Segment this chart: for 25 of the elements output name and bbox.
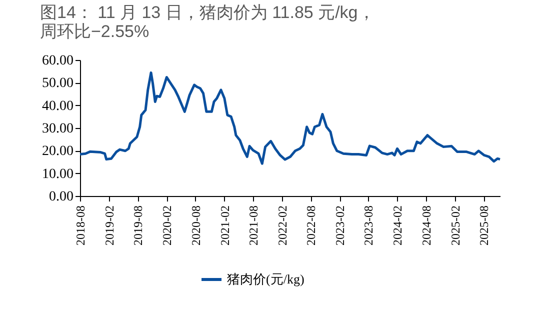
x-tick-label: 2024-02 <box>390 206 405 246</box>
x-tick-label: 2023-08 <box>362 206 376 246</box>
x-tick-label: 2020-08 <box>188 206 203 246</box>
x-tick-label: 2019-02 <box>102 206 117 246</box>
y-tick-label: 0.00 <box>49 190 74 204</box>
x-tick-label: 2019-08 <box>131 206 146 246</box>
legend-label: 猪肉价(元/kg) <box>227 272 304 286</box>
y-tick-label: 10.00 <box>42 166 74 182</box>
x-tick-label: 2020-02 <box>160 206 174 246</box>
chart-title: 图14： 11 月 13 日，猪肉价为 11.85 元/kg，周环比−2.55% <box>40 3 375 41</box>
y-tick-label: 30.00 <box>42 122 74 136</box>
x-tick-label: 2021-08 <box>246 206 260 246</box>
y-tick-label: 40.00 <box>42 98 74 114</box>
y-tick-label: 50.00 <box>42 76 74 92</box>
x-tick-label: 2025-08 <box>477 206 492 246</box>
x-tick-label: 2023-02 <box>333 206 348 246</box>
x-tick-label: 2022-08 <box>304 206 318 246</box>
y-tick-label: 20.00 <box>42 144 74 160</box>
x-tick-label: 2021-02 <box>218 206 232 246</box>
line-series <box>78 71 502 165</box>
x-tick-label: 2025-02 <box>448 206 463 246</box>
x-tick-label: 2024-08 <box>419 206 434 246</box>
y-tick-label: 60.00 <box>42 54 74 68</box>
x-tick-label: 2018-08 <box>74 206 88 246</box>
x-tick-label: 2022-02 <box>276 206 290 246</box>
